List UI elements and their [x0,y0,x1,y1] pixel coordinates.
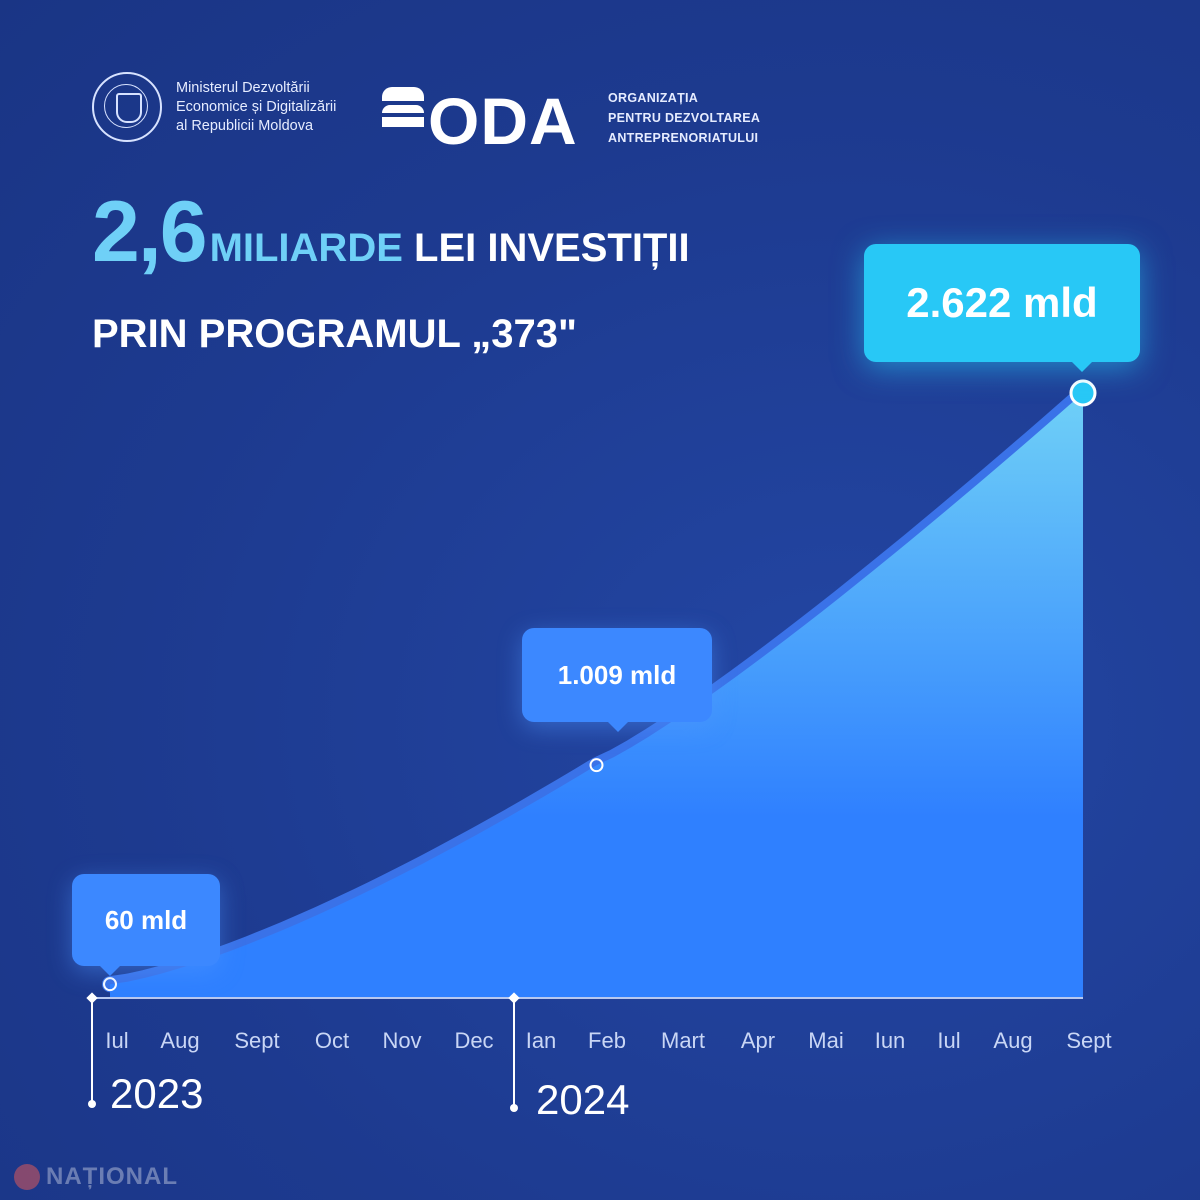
watermark-logo-icon [14,1164,40,1190]
x-tick-label: Aug [160,1028,200,1053]
year-dot-2023 [88,1100,96,1108]
year-marker-2024 [508,992,520,1004]
data-point-0 [103,977,117,992]
headline-number: 2,6 [92,184,208,280]
ministry-logo: Ministerul Dezvoltării Economice și Digi… [92,72,336,142]
x-tick-label: Aug [993,1028,1033,1053]
x-tick-label: Dec [454,1028,494,1053]
data-point-1 [589,758,604,773]
ministry-name: Ministerul Dezvoltării Economice și Digi… [176,79,336,136]
headline-subline: PRIN PROGRAMUL „373" [92,312,577,356]
x-tick-label: Sept [234,1028,280,1053]
data-point-2 [1069,379,1097,407]
x-tick-label: Nov [382,1028,422,1053]
x-tick-label: Feb [588,1028,626,1053]
x-tick-label: Oct [314,1028,350,1053]
watermark: NAȚIONAL [46,1163,178,1190]
oda-wave-icon [382,87,424,129]
x-tick-label: Sept [1066,1028,1112,1053]
headline-unit: MILIARDE [209,226,403,270]
x-tick-label: Iun [874,1028,906,1053]
x-tick-label: Iul [105,1028,129,1053]
x-tick-label: Ian [525,1028,557,1053]
oda-logo: ODA [382,76,578,156]
year-marker-2023 [86,992,98,1004]
year-label-2024: 2024 [536,1076,630,1123]
ministry-line-2: Economice și Digitalizării [176,98,337,115]
area-fill [110,393,1083,998]
headline: 2,6 MILIARDE LEI INVESTIȚII [92,186,690,278]
headline-rest: LEI INVESTIȚII [402,226,690,270]
oda-wordmark: ODA [428,84,578,158]
value-callout-end: 2.622 mld [864,244,1140,372]
oda-organization-name: ORGANIZAȚIA PENTRU DEZVOLTAREA ANTREPREN… [608,88,760,148]
oda-org-line-3: ANTREPRENORIATULUI [608,131,759,145]
x-tick-label: Iul [937,1028,961,1053]
ministry-line-1: Ministerul Dezvoltării [176,79,310,96]
government-seal-icon [92,72,162,142]
x-tick-label: Mai [808,1028,844,1053]
year-dot-2024 [510,1104,518,1112]
x-tick-label: Apr [740,1028,776,1053]
value-callout-mid: 1.009 mld [522,628,712,732]
year-label-2023: 2023 [110,1070,204,1117]
value-callout-start: 60 mld [72,874,220,976]
ministry-line-3: al Republicii Moldova [176,117,314,134]
oda-org-line-2: PENTRU DEZVOLTAREA [608,111,761,125]
x-tick-label: Mart [661,1028,705,1053]
oda-org-line-1: ORGANIZAȚIA [608,91,699,105]
